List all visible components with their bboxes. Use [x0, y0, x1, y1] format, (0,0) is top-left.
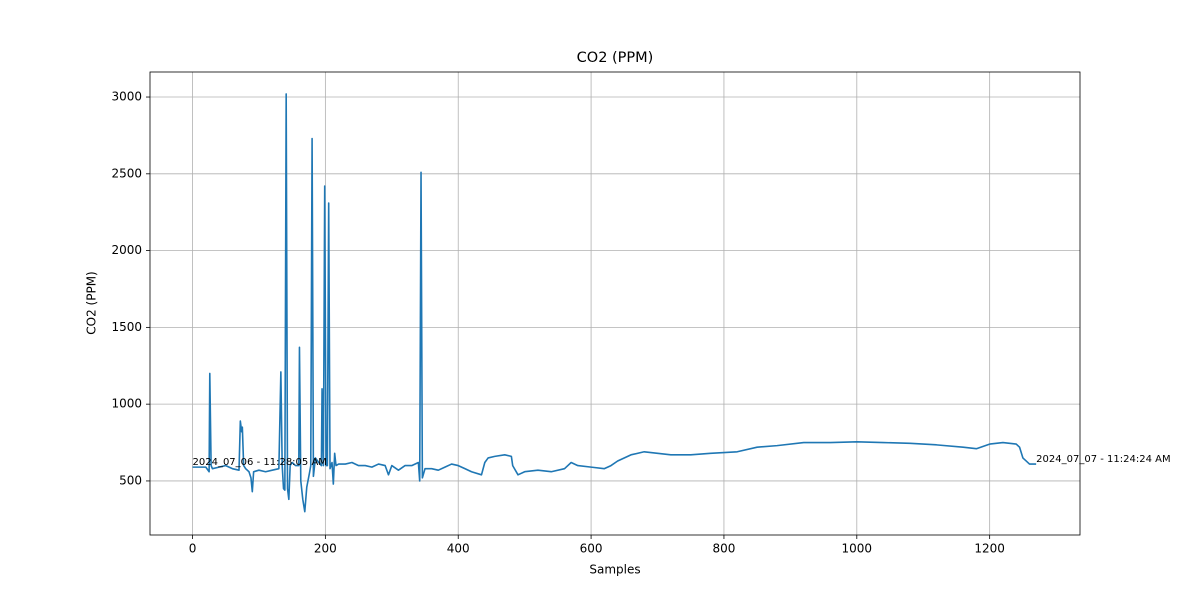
x-tick-label: 400: [447, 542, 470, 556]
y-tick-label: 1500: [111, 320, 142, 334]
data-line: [192, 93, 1037, 513]
y-tick-label: 2500: [111, 166, 142, 180]
y-tick-label: 3000: [111, 90, 142, 104]
annotation: 2024_07_06 - 11:28:05 AM: [193, 457, 327, 468]
chart-title: CO2 (PPM): [577, 50, 654, 66]
y-tick-label: 2000: [111, 243, 142, 257]
x-axis-label: Samples: [589, 563, 640, 577]
x-tick-label: 600: [580, 542, 603, 556]
x-tick-label: 800: [712, 542, 735, 556]
x-tick-label: 1200: [974, 542, 1005, 556]
x-tick-label: 200: [314, 542, 337, 556]
annotation: 2024_07_07 - 11:24:24 AM: [1036, 454, 1170, 465]
x-tick-label: 1000: [842, 542, 873, 556]
y-tick-label: 500: [119, 473, 142, 487]
plot-frame: [149, 71, 1081, 536]
y-axis-label: CO2 (PPM): [85, 271, 99, 334]
y-tick-label: 1000: [111, 397, 142, 411]
x-tick-label: 0: [189, 542, 197, 556]
